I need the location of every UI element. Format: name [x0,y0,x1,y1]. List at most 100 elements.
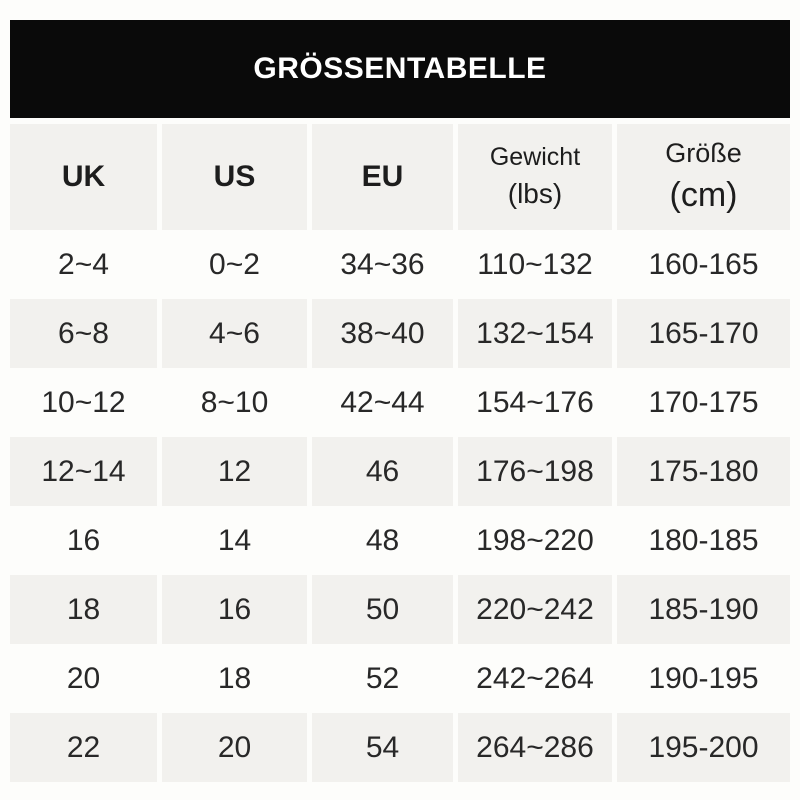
table-cell-value: 180-185 [648,523,759,557]
table-cell: 6~8 [10,299,157,368]
table-cell-value: 50 [365,592,400,626]
table-cell-value: 34~36 [340,247,425,281]
table-cell-value: 160-165 [648,247,759,281]
table-cell-value: 18 [217,661,252,695]
table-cell-value: 54 [365,730,400,764]
table-cell: 132~154 [458,299,612,368]
table-cell: 16 [10,506,157,575]
table-cell-value: 12 [217,454,252,488]
table-cell: 54 [312,713,453,782]
table-cell-value: 8~10 [200,385,269,419]
table-cell-value: 20 [217,730,252,764]
table-cell-value: 0~2 [209,247,260,281]
column-header-us: US [162,124,307,230]
table-cell: 12~14 [10,437,157,506]
table-cell: 195-200 [617,713,790,782]
column-header-eu: EU [312,124,453,230]
size-table: UK US EU Gewicht (lbs) Größe (cm) 2~4 0~2 34~36 1… [10,124,790,782]
column-header-gewicht: Gewicht (lbs) [458,124,612,230]
table-cell-value: 132~154 [476,316,594,350]
table-cell-value: 48 [365,523,400,557]
table-row: 10~12 8~10 42~44 154~176 170-175 [10,368,790,437]
table-header-row: UK US EU Gewicht (lbs) Größe (cm) [10,124,790,230]
column-header-label: Gewicht [489,142,581,171]
table-cell-value: 10~12 [41,385,126,419]
table-cell-value: 220~242 [476,592,594,626]
table-cell: 42~44 [312,368,453,437]
table-cell-value: 176~198 [476,454,594,488]
table-cell-value: 52 [365,661,400,695]
table-row: 2~4 0~2 34~36 110~132 160-165 [10,230,790,299]
table-row: 22 20 54 264~286 195-200 [10,713,790,782]
table-body: 2~4 0~2 34~36 110~132 160-165 6~8 4~6 38~40 132~… [10,230,790,782]
table-cell: 16 [162,575,307,644]
table-cell-value: 16 [66,523,101,557]
column-header-label: UK [61,160,106,193]
table-cell: 180-185 [617,506,790,575]
table-cell: 2~4 [10,230,157,299]
table-cell-value: 175-180 [648,454,759,488]
table-cell: 18 [10,575,157,644]
table-cell: 46 [312,437,453,506]
title-banner: GRÖSSENTABELLE [10,20,790,118]
table-cell: 8~10 [162,368,307,437]
table-cell-value: 154~176 [476,385,594,419]
table-cell: 264~286 [458,713,612,782]
page-title: GRÖSSENTABELLE [253,52,547,85]
column-header-unit: (cm) [669,176,738,215]
table-cell: 14 [162,506,307,575]
table-cell-value: 18 [66,592,101,626]
table-cell-value: 20 [66,661,101,695]
table-cell-value: 6~8 [58,316,109,350]
table-cell-value: 185-190 [648,592,759,626]
table-cell-value: 110~132 [477,247,593,281]
table-cell-value: 22 [66,730,101,764]
table-cell-value: 38~40 [340,316,425,350]
table-cell-value: 16 [217,592,252,626]
table-cell-value: 198~220 [476,523,594,557]
table-cell-value: 190-195 [648,661,759,695]
table-cell: 52 [312,644,453,713]
table-cell: 175-180 [617,437,790,506]
table-cell: 185-190 [617,575,790,644]
table-cell-value: 195-200 [648,730,759,764]
column-header-label: US [213,160,256,193]
table-cell: 242~264 [458,644,612,713]
table-cell-value: 42~44 [340,385,425,419]
table-cell-value: 14 [217,523,252,557]
table-cell: 48 [312,506,453,575]
column-header-uk: UK [10,124,157,230]
table-cell-value: 2~4 [58,247,109,281]
table-cell-value: 4~6 [209,316,260,350]
table-cell: 22 [10,713,157,782]
table-cell: 110~132 [458,230,612,299]
table-cell-value: 12~14 [41,454,126,488]
table-cell: 176~198 [458,437,612,506]
table-cell-value: 46 [365,454,400,488]
table-cell: 0~2 [162,230,307,299]
table-cell: 38~40 [312,299,453,368]
table-cell: 198~220 [458,506,612,575]
column-header-label: Größe [665,137,742,168]
table-cell: 18 [162,644,307,713]
table-row: 16 14 48 198~220 180-185 [10,506,790,575]
table-cell: 34~36 [312,230,453,299]
column-header-unit: (lbs) [507,177,563,209]
table-cell: 160-165 [617,230,790,299]
table-cell-value: 165-170 [648,316,759,350]
table-cell-value: 264~286 [476,730,594,764]
table-cell-value: 242~264 [476,661,594,695]
table-row: 20 18 52 242~264 190-195 [10,644,790,713]
table-cell: 20 [162,713,307,782]
table-cell-value: 170-175 [648,385,759,419]
table-cell: 20 [10,644,157,713]
table-cell: 220~242 [458,575,612,644]
table-cell: 50 [312,575,453,644]
table-cell: 154~176 [458,368,612,437]
table-row: 12~14 12 46 176~198 175-180 [10,437,790,506]
table-cell: 190-195 [617,644,790,713]
column-header-label: EU [361,160,404,193]
table-cell: 170-175 [617,368,790,437]
table-cell: 4~6 [162,299,307,368]
